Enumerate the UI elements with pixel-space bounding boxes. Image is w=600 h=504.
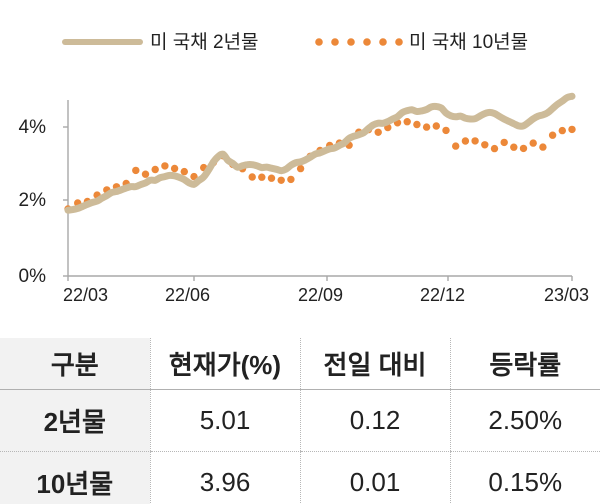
svg-text:22/06: 22/06: [165, 285, 210, 305]
svg-text:0%: 0%: [19, 266, 47, 287]
svg-text:미 국채 2년물: 미 국채 2년물: [150, 31, 259, 53]
svg-text:미 국채 10년물: 미 국채 10년물: [409, 31, 528, 53]
svg-text:22/03: 22/03: [63, 285, 108, 305]
svg-text:22/09: 22/09: [298, 285, 343, 305]
svg-text:23/03: 23/03: [544, 285, 589, 305]
svg-text:22/12: 22/12: [420, 285, 465, 305]
svg-text:4%: 4%: [19, 117, 47, 138]
svg-text:2%: 2%: [19, 190, 47, 211]
